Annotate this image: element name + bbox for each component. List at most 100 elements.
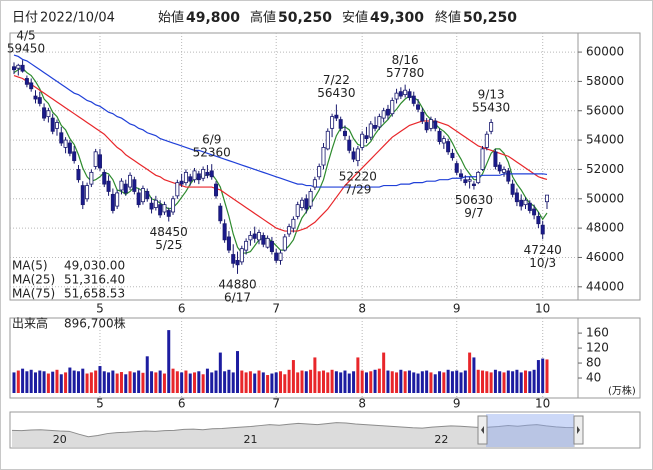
volume-bar [64, 372, 68, 393]
candle-body [16, 64, 21, 69]
candle-body [463, 179, 468, 184]
volume-bar [519, 372, 523, 393]
volume-bar [390, 371, 394, 393]
candle-body [321, 147, 326, 166]
annotation-date: 4/5 [16, 29, 35, 43]
volume-bar [287, 369, 291, 393]
candle-body [381, 110, 386, 119]
candle-body [287, 226, 292, 235]
y-tick-label: 56000 [586, 103, 624, 117]
volume-bar [532, 369, 536, 393]
candle-body [89, 171, 94, 185]
candle-body [364, 135, 369, 140]
candle-body [162, 204, 167, 213]
volume-bar [279, 371, 282, 393]
candle-body [274, 252, 279, 261]
candle-body [72, 151, 77, 162]
annotation-date: 8/16 [392, 53, 419, 67]
legend-name: MA(5) [12, 259, 48, 273]
volume-bar [463, 370, 467, 393]
candle-body [136, 192, 141, 206]
volume-bar [231, 372, 235, 393]
candle-body [37, 97, 42, 104]
candle-body [467, 179, 472, 182]
candle-body [110, 193, 115, 211]
candle-body [231, 254, 236, 264]
candle-body [149, 202, 154, 210]
volume-bar [68, 367, 72, 393]
navigator-handle-arrow [577, 426, 580, 434]
candle-body [205, 171, 210, 176]
candle-body [85, 185, 90, 200]
volume-bar [137, 370, 141, 393]
y-tick-label: 46000 [586, 250, 624, 264]
candle-body [355, 148, 360, 162]
volume-bar [89, 372, 93, 393]
volume-bar [347, 373, 351, 393]
volume-bar [240, 370, 244, 393]
candle-body [471, 183, 476, 186]
candle-body [446, 141, 451, 153]
volume-bar [55, 369, 59, 393]
volume-bar [42, 371, 46, 393]
volume-bar [270, 373, 274, 393]
navigator-label: 21 [244, 433, 258, 446]
x-tick-label: 8 [358, 302, 366, 316]
volume-bar [214, 370, 218, 393]
x-tick-label: 6 [178, 302, 186, 316]
volume-bar [16, 370, 20, 393]
x-tick-label: 6 [178, 397, 186, 411]
volume-bar [111, 370, 115, 393]
date: 2022/10/04 [40, 11, 115, 26]
x-tick-label: 10 [535, 397, 550, 411]
volume-bar [330, 369, 334, 393]
x-tick-label: 5 [96, 302, 104, 316]
volume-bar [386, 370, 390, 393]
candle-body [183, 171, 188, 184]
volume-bar [425, 370, 429, 393]
annotation-date: 7/22 [323, 73, 350, 87]
volume-bar [506, 370, 510, 393]
volume-bar [236, 351, 240, 393]
candle-body [454, 163, 459, 173]
candle-body [282, 236, 287, 251]
volume-bar [51, 371, 55, 393]
volume-bar [244, 372, 248, 393]
candle-body [484, 133, 489, 148]
candle-body [252, 233, 257, 239]
candle-body [514, 192, 519, 203]
volume-bar [455, 370, 459, 393]
volume-bar [364, 372, 368, 393]
volume-bar [407, 370, 411, 393]
candle-body [171, 198, 176, 213]
candle-body [166, 210, 171, 217]
candle-body [510, 183, 515, 195]
candle-body [63, 139, 68, 148]
volume-bar [395, 372, 399, 393]
candle-body [145, 191, 150, 200]
x-tick-label: 10 [535, 302, 550, 316]
candle-body [106, 180, 111, 192]
candle-body [158, 204, 163, 216]
ma-line [13, 74, 548, 232]
candle-body [179, 180, 184, 185]
candle-body [532, 208, 537, 216]
candle-body [295, 204, 300, 217]
candle-body [20, 64, 25, 72]
candle-body [33, 95, 38, 100]
volume-latest: 896,700株 [64, 316, 126, 331]
field-label: 始値 [158, 10, 184, 26]
volume-bar [468, 352, 472, 393]
candle-body [459, 173, 464, 178]
volume-bar [124, 374, 128, 393]
candle-body [261, 235, 266, 245]
annotation-value: 52220 [339, 170, 377, 184]
volume-bar [188, 373, 192, 393]
field-label: 安値 [342, 10, 368, 26]
candle-body [377, 116, 382, 128]
field-value: 50,250 [463, 10, 517, 26]
volume-bar [223, 371, 227, 393]
candle-body [222, 223, 227, 241]
volume-bar [485, 371, 489, 393]
volume-bar [373, 369, 377, 393]
